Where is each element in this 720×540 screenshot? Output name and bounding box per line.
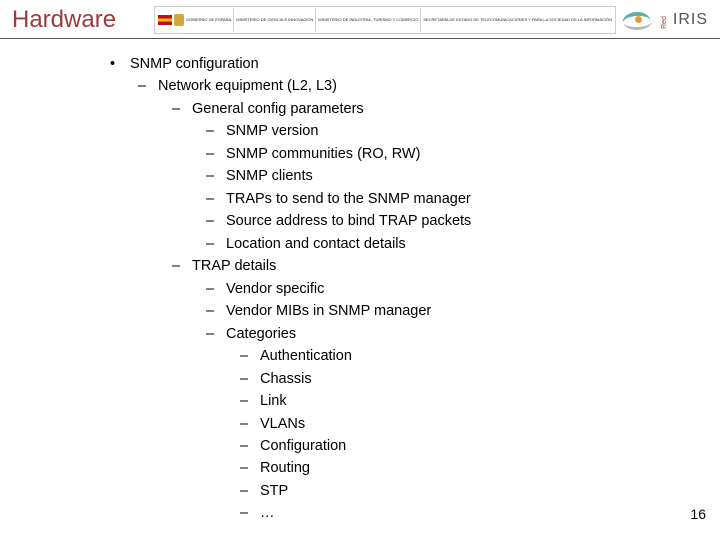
- bullet-text: SNMP version: [226, 123, 318, 139]
- bullet-text: Vendor MIBs in SNMP manager: [226, 303, 431, 319]
- logo-bar: GOBIERNO DE ESPAÑA MINISTERIO DE CIENCIA…: [154, 6, 708, 34]
- bullet-text: VLANs: [260, 416, 305, 432]
- bullet-l5: Routing: [240, 457, 720, 479]
- bullet-text: Location and contact details: [226, 236, 406, 252]
- bullet-l4: Vendor MIBs in SNMP manager: [206, 300, 720, 322]
- bullet-l5: STP: [240, 480, 720, 502]
- gov-logo-1: GOBIERNO DE ESPAÑA: [158, 14, 231, 26]
- bullet-l5: …: [240, 502, 720, 524]
- gov-logo-group: GOBIERNO DE ESPAÑA MINISTERIO DE CIENCIA…: [154, 6, 616, 34]
- bullet-text: Configuration: [260, 438, 346, 454]
- bullet-l2: Network equipment (L2, L3) General confi…: [138, 75, 720, 524]
- bullet-l4: SNMP communities (RO, RW): [206, 143, 720, 165]
- divider-icon: [315, 8, 316, 32]
- bullet-l1: SNMP configuration Network equipment (L2…: [110, 53, 720, 525]
- bullet-l4: Source address to bind TRAP packets: [206, 210, 720, 232]
- gov-text-4: SECRETARÍA DE ESTADO DE TELECOMUNICACION…: [423, 18, 612, 22]
- bullet-text: SNMP communities (RO, RW): [226, 146, 420, 162]
- iris-red-label: Red: [661, 16, 668, 29]
- gov-logo-2: MINISTERIO DE CIENCIA E INNOVACIÓN: [236, 18, 313, 22]
- gov-text-1: GOBIERNO DE ESPAÑA: [186, 18, 231, 22]
- spain-flag-icon: [158, 15, 172, 25]
- bullet-l4: Vendor specific: [206, 278, 720, 300]
- bullet-text: Network equipment (L2, L3): [158, 78, 337, 94]
- bullet-l4: SNMP version: [206, 120, 720, 142]
- iris-logo: Red IRIS: [622, 10, 708, 30]
- bullet-l5: Link: [240, 390, 720, 412]
- bullet-text: Routing: [260, 460, 310, 476]
- bullet-text: Vendor specific: [226, 281, 324, 297]
- bullet-l4: SNMP clients: [206, 165, 720, 187]
- gov-logo-4: SECRETARÍA DE ESTADO DE TELECOMUNICACION…: [423, 18, 612, 22]
- bullet-text: SNMP configuration: [130, 56, 259, 72]
- bullet-text: STP: [260, 483, 288, 499]
- gov-text-2: MINISTERIO DE CIENCIA E INNOVACIÓN: [236, 18, 313, 22]
- iris-logo-text: Red IRIS: [658, 11, 708, 29]
- bullet-text: …: [260, 505, 275, 521]
- bullet-text: Chassis: [260, 371, 312, 387]
- bullet-l4: Location and contact details: [206, 233, 720, 255]
- gov-logo-3: MINISTERIO DE INDUSTRIA, TURISMO Y COMER…: [318, 18, 418, 22]
- slide-header: Hardware GOBIERNO DE ESPAÑA MINISTERIO D…: [0, 0, 720, 39]
- bullet-text: TRAP details: [192, 258, 276, 274]
- iris-swoosh-icon: [622, 10, 654, 30]
- divider-icon: [233, 8, 234, 32]
- bullet-text: General config parameters: [192, 101, 364, 117]
- bullet-text: SNMP clients: [226, 168, 313, 184]
- gov-text-3: MINISTERIO DE INDUSTRIA, TURISMO Y COMER…: [318, 18, 418, 22]
- bullet-l3: General config parameters SNMP version S…: [172, 98, 720, 255]
- bullet-l5: Chassis: [240, 368, 720, 390]
- bullet-l5: VLANs: [240, 413, 720, 435]
- iris-main-label: IRIS: [673, 11, 708, 29]
- bullet-l4: TRAPs to send to the SNMP manager: [206, 188, 720, 210]
- page-number: 16: [690, 506, 706, 522]
- slide-title: Hardware: [12, 6, 116, 34]
- bullet-l3: TRAP details Vendor specific Vendor MIBs…: [172, 255, 720, 525]
- bullet-l5: Configuration: [240, 435, 720, 457]
- bullet-text: Categories: [226, 326, 296, 342]
- slide-body: SNMP configuration Network equipment (L2…: [0, 39, 720, 525]
- bullet-l5: Authentication: [240, 345, 720, 367]
- bullet-l4: Categories Authentication Chassis Link V…: [206, 323, 720, 525]
- spain-crest-icon: [174, 14, 184, 26]
- bullet-text: Link: [260, 393, 287, 409]
- bullet-text: TRAPs to send to the SNMP manager: [226, 191, 471, 207]
- divider-icon: [420, 8, 421, 32]
- bullet-text: Source address to bind TRAP packets: [226, 213, 471, 229]
- bullet-text: Authentication: [260, 348, 352, 364]
